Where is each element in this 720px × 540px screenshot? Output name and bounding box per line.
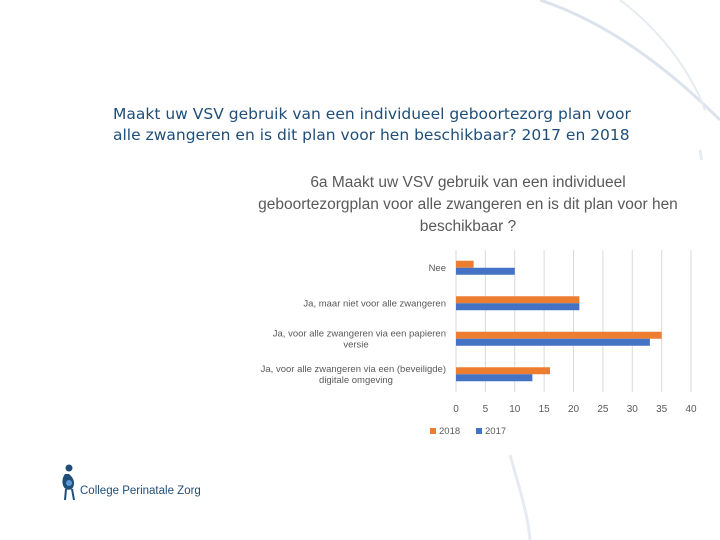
chart-container: 6a Maakt uw VSV gebruik van een individu… [208, 160, 713, 450]
x-tick-label: 0 [453, 404, 459, 415]
legend-swatch-2018 [430, 428, 436, 434]
x-tick-label: 30 [627, 404, 639, 415]
logo-text: College Perinatale Zorg [80, 485, 201, 497]
x-tick-label: 40 [685, 404, 697, 415]
category-label: Ja, maar niet voor alle zwangeren [303, 298, 446, 309]
category-label: Nee [429, 263, 446, 274]
x-tick-label: 15 [539, 404, 551, 415]
x-tick-label: 20 [568, 404, 580, 415]
bar-2018-3 [456, 367, 550, 375]
bar-chart: 0 5 10 15 20 25 30 35 40 Nee Ja, maar niet voor al… [261, 250, 697, 437]
legend-swatch-2017 [476, 428, 482, 434]
bar-2018-0 [456, 260, 474, 268]
logo-figure-icon [62, 464, 75, 501]
bar-2017-2 [456, 338, 650, 346]
bar-2018-2 [456, 331, 662, 339]
bar-2018-1 [456, 296, 580, 304]
x-tick-label: 25 [597, 404, 609, 415]
bar-2017-3 [456, 374, 533, 382]
bar-2017-1 [456, 303, 580, 311]
x-tick-label: 10 [509, 404, 521, 415]
x-tick-label: 35 [656, 404, 668, 415]
legend-label-2018: 2018 [439, 426, 460, 437]
x-tick-label: 5 [483, 404, 489, 415]
category-label: Ja, voor alle zwangeren via een papieren… [273, 328, 446, 350]
bar-2017-0 [456, 267, 515, 275]
chart-title: 6a Maakt uw VSV gebruik van een individu… [258, 174, 678, 235]
slide-title: Maakt uw VSV gebruik van een individueel… [113, 105, 631, 144]
college-perinatale-zorg-logo: College Perinatale Zorg [60, 463, 220, 508]
legend-label-2017: 2017 [485, 426, 506, 437]
category-label: Ja, voor alle zwangeren via een (beveili… [261, 364, 446, 386]
